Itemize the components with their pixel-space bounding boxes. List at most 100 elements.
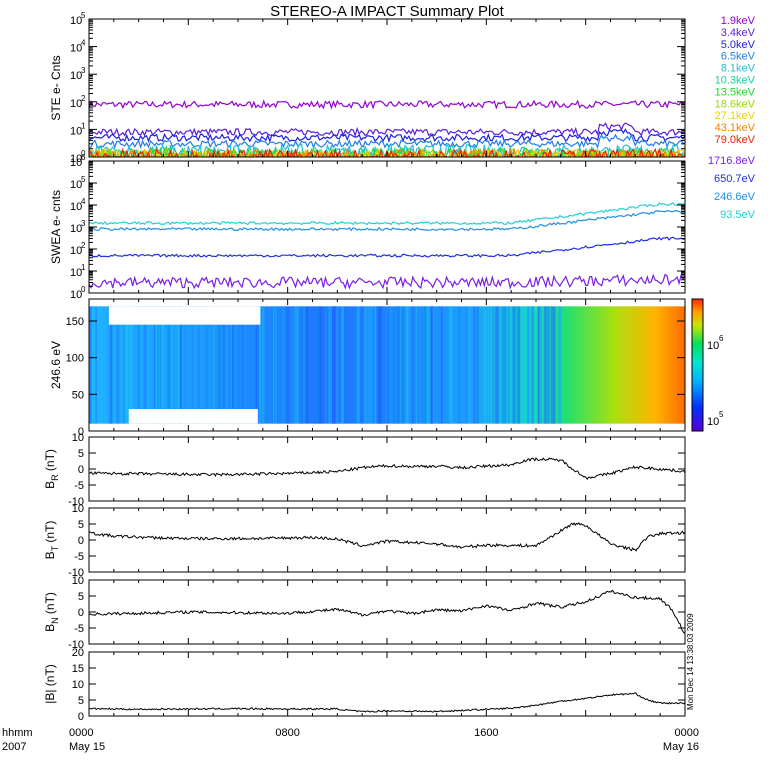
br-ytick-label: 0: [78, 464, 84, 476]
pad-ytick-label: 150: [66, 316, 84, 328]
bn-ytick-label: 5: [78, 591, 84, 603]
heatmap-stripe: [242, 306, 245, 424]
heatmap-stripe: [367, 306, 369, 424]
colorbar-label-low-exponent: 5: [719, 410, 724, 419]
legend-ste-43.1keV: 43.1keV: [715, 122, 756, 134]
heatmap-stripe: [395, 306, 398, 424]
heatmap-stripe: [396, 306, 400, 424]
heatmap-stripe: [117, 306, 120, 424]
heatmap-stripe: [144, 306, 147, 424]
ste-ylabel: STE e- Cnts: [49, 55, 63, 120]
br-ytick-label: 5: [78, 448, 84, 460]
colorbar: [691, 298, 704, 432]
bt-ytick-label: 5: [78, 519, 84, 531]
series-line-3.4keV: [89, 122, 685, 138]
bt-ytick-label: 10: [72, 503, 84, 515]
br-ytick-label: 10: [72, 432, 84, 444]
heatmap-stripe: [93, 306, 95, 424]
heatmap-stripe: [370, 306, 373, 424]
heatmap-stripe: [389, 306, 392, 424]
heatmap-stripe: [440, 306, 443, 424]
heatmap-stripe: [539, 306, 542, 424]
heatmap-stripe: [399, 306, 402, 424]
heatmap-stripe: [405, 306, 409, 424]
heatmap-stripe: [377, 306, 380, 424]
heatmap-stripe: [492, 306, 494, 424]
heatmap-stripe: [496, 306, 499, 424]
bn-ytick-label: -10: [68, 639, 84, 651]
ste-ytick-exponent: 2: [81, 94, 86, 103]
heatmap-stripe: [394, 306, 397, 424]
x-tick-label: 0800: [275, 727, 299, 739]
heatmap-stripe: [412, 306, 414, 424]
bt-ylabel: BT (nT): [43, 521, 60, 560]
swea-ytick-label: 10: [70, 201, 82, 213]
heatmap-stripe: [408, 306, 411, 424]
swea-ylabel: SWEA e- cnts: [49, 190, 63, 264]
heatmap-stripe: [432, 306, 435, 424]
bt-ytick-label: 0: [78, 535, 84, 547]
heatmap-stripe: [509, 306, 511, 424]
swea-ytick-label: 10: [70, 245, 82, 257]
heatmap-stripe: [238, 306, 240, 424]
swea-series-layer: [89, 202, 685, 290]
heatmap-stripe: [548, 306, 552, 424]
swea-ytick-exponent: 3: [81, 219, 86, 228]
heatmap-stripe: [488, 306, 490, 424]
series-line-1.9keV: [89, 99, 685, 110]
heatmap-stripe: [556, 306, 560, 424]
heatmap-stripe: [317, 306, 320, 424]
legend-ste-3.4keV: 3.4keV: [721, 27, 756, 39]
chart-title: STEREO-A IMPACT Summary Plot: [270, 3, 504, 20]
heatmap-stripe: [505, 306, 507, 424]
heatmap-stripe: [530, 306, 533, 424]
heatmap-stripe: [483, 306, 487, 424]
bmag-ytick-label: 20: [72, 647, 84, 659]
heatmap-stripe: [423, 306, 426, 424]
heatmap-stripe: [520, 306, 524, 424]
bn-trace: [88, 589, 686, 634]
heatmap-stripe: [490, 306, 493, 424]
br-ylabel: BR (nT): [43, 449, 60, 489]
heatmap-stripe: [167, 306, 170, 424]
heatmap-stripe: [141, 306, 145, 424]
bmag-frame: [88, 651, 686, 717]
heatmap-stripe: [327, 306, 329, 424]
heatmap-stripe: [127, 306, 129, 424]
heatmap-stripe: [465, 306, 468, 424]
heatmap-gap: [128, 409, 258, 424]
ste-ytick-label: 10: [70, 98, 82, 110]
heatmap-stripe: [94, 306, 97, 424]
heatmap-stripe: [227, 306, 230, 424]
heatmap-stripe: [422, 306, 425, 424]
legend-ste-13.5keV: 13.5keV: [715, 86, 756, 98]
heatmap-stripe: [218, 306, 220, 424]
heatmap-stripe: [256, 306, 259, 424]
heatmap-stripe: [551, 306, 553, 424]
x-axis: 0000 May 15 0800 1600 0000 May 16: [69, 727, 699, 753]
x-date-label: May 15: [69, 741, 105, 753]
heatmap-stripe: [559, 306, 563, 424]
heatmap-stripe: [517, 306, 521, 424]
br-trace: [88, 457, 686, 480]
pad-ytick-label: 50: [72, 389, 84, 401]
heatmap-stripe: [425, 306, 427, 424]
heatmap-stripe: [374, 306, 377, 424]
heatmap-stripe: [380, 306, 382, 424]
heatmap-stripe: [147, 306, 150, 424]
heatmap-stripe: [426, 306, 429, 424]
heatmap-stripe: [154, 306, 158, 424]
heatmap-stripe: [312, 306, 316, 424]
bt-trace: [88, 522, 686, 552]
heatmap-stripe: [305, 306, 309, 424]
heatmap-stripe: [89, 306, 91, 424]
heatmap-stripe: [558, 306, 561, 424]
heatmap-stripe: [107, 306, 110, 424]
x-date-label: May 16: [663, 741, 699, 753]
colorbar-label-high-exponent: 6: [719, 334, 724, 343]
legend-ste-27.1keV: 27.1keV: [715, 110, 756, 122]
heatmap-stripe: [334, 306, 337, 424]
